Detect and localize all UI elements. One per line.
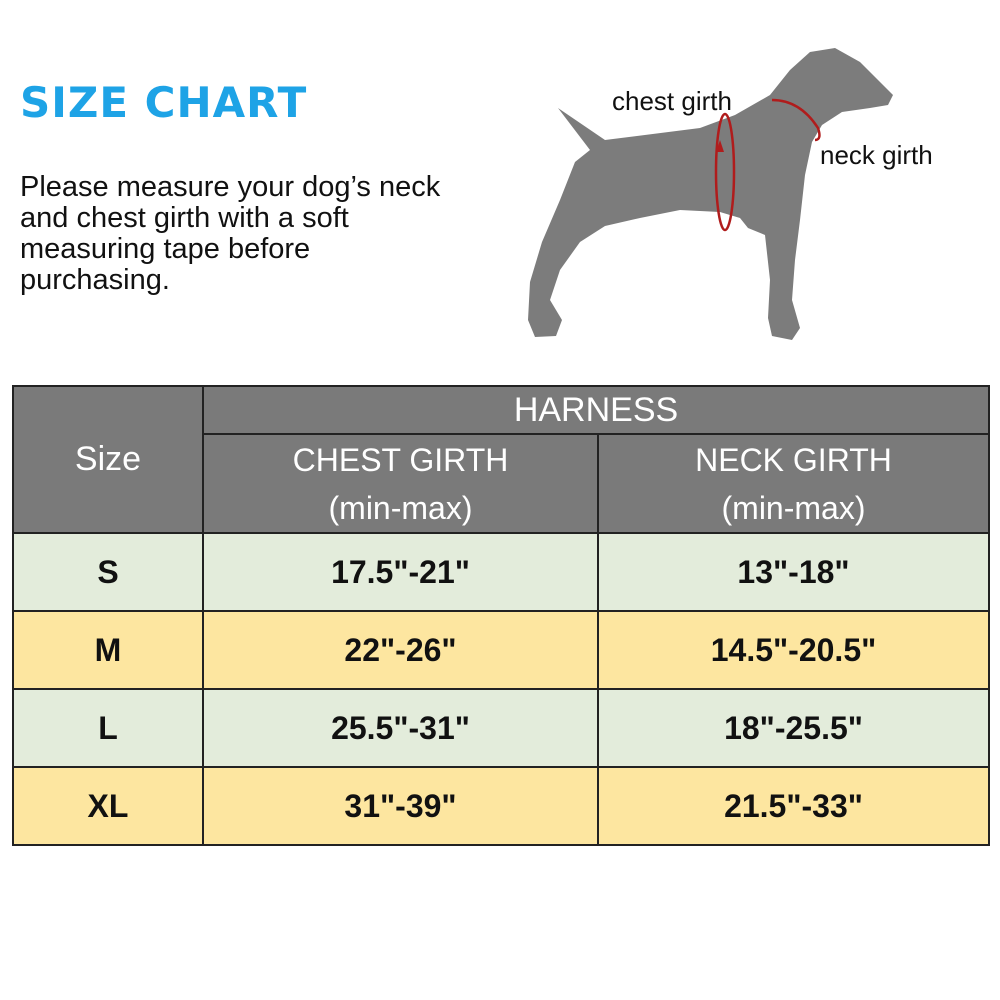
- size-cell: L: [12, 688, 204, 768]
- dog-silhouette: [528, 48, 893, 340]
- intro-text: Please measure your dog’s neck and chest…: [20, 171, 441, 296]
- table-row: S 17.5"-21" 13"-18": [12, 532, 990, 612]
- table-row: M 22"-26" 14.5"-20.5": [12, 610, 990, 690]
- size-cell: S: [12, 532, 204, 612]
- table-row: L 25.5"-31" 18"-25.5": [12, 688, 990, 768]
- neck-cell: 14.5"-20.5": [597, 610, 990, 690]
- neck-cell: 18"-25.5": [597, 688, 990, 768]
- neck-girth-header: NECK GIRTH (min-max): [597, 433, 990, 534]
- size-cell: M: [12, 610, 204, 690]
- chest-girth-loop: [714, 112, 736, 232]
- neck-girth-arc: [771, 98, 821, 142]
- dog-measurement-illustration: [528, 48, 893, 340]
- page-title: SIZE CHART: [20, 78, 308, 127]
- harness-header: HARNESS: [202, 385, 990, 435]
- size-table: Size HARNESS CHEST GIRTH (min-max) NECK G…: [12, 385, 990, 846]
- chest-girth-label: chest girth: [612, 86, 732, 116]
- size-cell: XL: [12, 766, 204, 846]
- table-row: XL 31"-39" 21.5"-33": [12, 766, 990, 846]
- chest-cell: 31"-39": [202, 766, 599, 846]
- neck-header-text: NECK GIRTH: [695, 441, 892, 478]
- arrow-icon: [716, 140, 724, 152]
- neck-header-sub: (min-max): [721, 489, 866, 526]
- chest-header-text: CHEST GIRTH: [292, 441, 509, 478]
- chest-cell: 25.5"-31": [202, 688, 599, 768]
- chest-header-sub: (min-max): [328, 489, 473, 526]
- size-header: Size: [12, 385, 204, 534]
- neck-cell: 21.5"-33": [597, 766, 990, 846]
- chest-girth-header: CHEST GIRTH (min-max): [202, 433, 599, 534]
- neck-girth-label: neck girth: [820, 140, 933, 170]
- chest-cell: 17.5"-21": [202, 532, 599, 612]
- chest-cell: 22"-26": [202, 610, 599, 690]
- neck-cell: 13"-18": [597, 532, 990, 612]
